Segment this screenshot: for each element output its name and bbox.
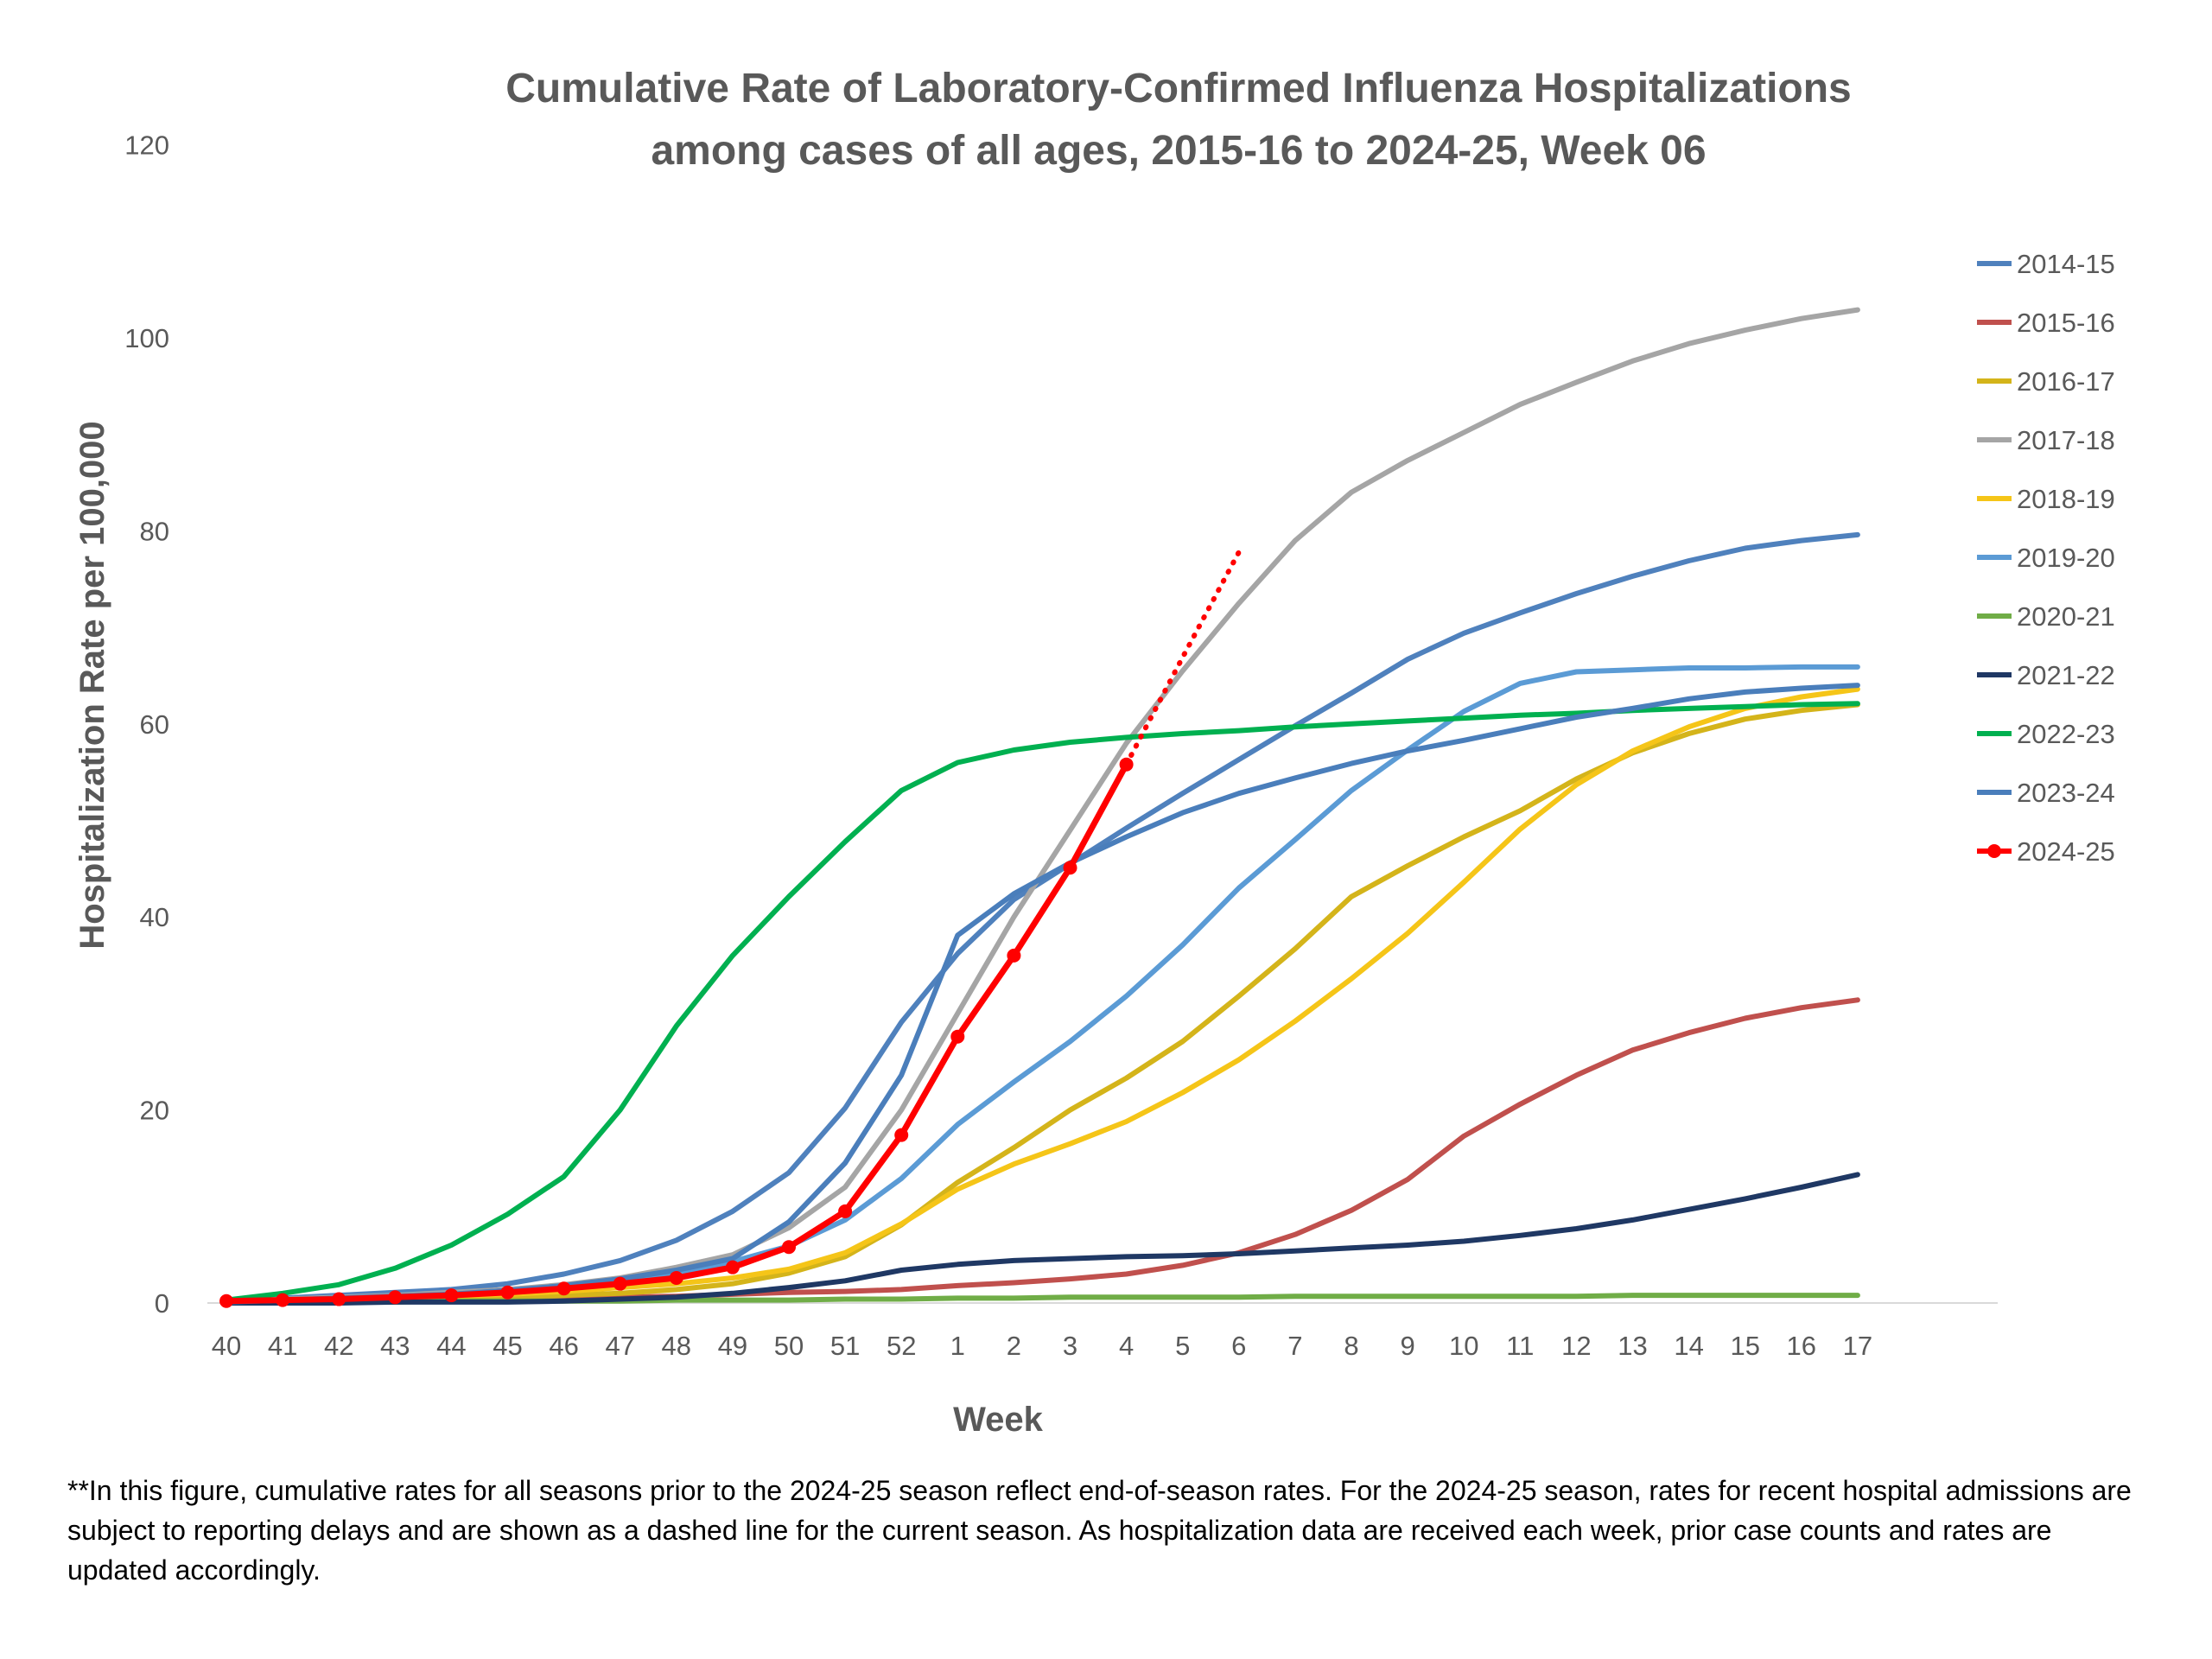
data-point-202425 [276, 1293, 290, 1307]
y-tick-label: 100 [124, 323, 169, 353]
legend-label-201819: 2018-19 [2017, 484, 2115, 514]
x-tick-label: 41 [268, 1331, 297, 1361]
series-line-202425 [223, 761, 1130, 1305]
data-point-202425 [219, 1294, 233, 1308]
x-tick-label: 6 [1231, 1331, 1246, 1361]
x-tick-label: 4 [1119, 1331, 1134, 1361]
x-axis-title: Week [953, 1401, 1044, 1439]
y-tick-label: 40 [140, 902, 169, 932]
data-point-202425 [1119, 757, 1134, 772]
legend-label-202425: 2024-25 [2017, 836, 2115, 867]
chart-title: Cumulative Rate of Laboratory-Confirmed … [505, 66, 1852, 174]
x-tick-label: 40 [212, 1331, 241, 1361]
x-tick-label: 43 [380, 1331, 410, 1361]
series-lines [219, 307, 1860, 1308]
data-point-202425 [950, 1029, 965, 1044]
legend-label-201516: 2015-16 [2017, 308, 2115, 338]
x-tick-label: 49 [718, 1331, 747, 1361]
legend-label-202223: 2022-23 [2017, 719, 2115, 749]
data-point-202425 [669, 1270, 683, 1285]
data-point-202425 [388, 1290, 403, 1305]
x-tick-label: 52 [887, 1331, 916, 1361]
x-tick-label: 9 [1400, 1331, 1414, 1361]
data-point-202425 [556, 1281, 571, 1296]
x-tick-label: 15 [1730, 1331, 1759, 1361]
legend-label-202122: 2021-22 [2017, 660, 2115, 690]
legend: 2014-15 2015-16 2016-17 2017-18 2018-19 2019-… [1977, 249, 2115, 867]
legend-label-201415: 2014-15 [2017, 249, 2115, 279]
x-tick-label: 1 [950, 1331, 965, 1361]
x-tick-label: 2 [1007, 1331, 1021, 1361]
x-tick-label: 42 [324, 1331, 353, 1361]
legend-label-202324: 2023-24 [2017, 778, 2115, 808]
data-point-202425 [838, 1204, 853, 1218]
legend-label-201920: 2019-20 [2017, 543, 2115, 573]
y-tick-label: 120 [124, 130, 169, 161]
legend-marker-202425 [1987, 844, 2001, 858]
x-tick-label: 8 [1344, 1331, 1358, 1361]
legend-label-201718: 2017-18 [2017, 425, 2115, 455]
x-tick-label: 17 [1843, 1331, 1872, 1361]
data-point-202425 [1007, 948, 1021, 963]
data-point-202425 [782, 1240, 796, 1255]
series-line-202122 [224, 1172, 1860, 1306]
x-tick-label: 45 [493, 1331, 522, 1361]
legend-label-201617: 2016-17 [2017, 366, 2115, 397]
x-tick-label: 5 [1175, 1331, 1190, 1361]
y-tick-label: 80 [140, 516, 169, 546]
x-axis: 40 41 42 43 44 45 46 47 48 49 50 51 52 1 2 3 4 5 6 7 8 9 10 11 1… [207, 1302, 1998, 1439]
x-tick-label: 13 [1618, 1331, 1647, 1361]
y-tick-label: 0 [155, 1288, 169, 1319]
x-tick-label: 51 [830, 1331, 860, 1361]
x-tick-label: 14 [1674, 1331, 1703, 1361]
x-tick-label: 46 [549, 1331, 578, 1361]
series-line-202223 [224, 701, 1860, 1303]
x-tick-label: 7 [1287, 1331, 1302, 1361]
chart-title-line: among cases of all ages, 2015-16 to 2024… [651, 128, 1706, 174]
x-tick-label: 11 [1506, 1331, 1534, 1361]
series-line-201819 [224, 686, 1860, 1305]
x-tick-label: 47 [605, 1331, 634, 1361]
data-point-202425 [1063, 861, 1077, 875]
data-point-202425 [725, 1260, 740, 1274]
y-tick-label: 20 [140, 1096, 169, 1126]
series-line-202324 [224, 683, 1860, 1305]
footnote: **In this figure, cumulative rates for a… [67, 1475, 2132, 1586]
x-tick-label: 44 [436, 1331, 466, 1361]
x-tick-label: 10 [1449, 1331, 1478, 1361]
y-tick-label: 60 [140, 709, 169, 740]
data-point-202425 [613, 1276, 627, 1291]
x-tick-label: 48 [662, 1331, 691, 1361]
x-tick-label: 50 [774, 1331, 804, 1361]
series-line-201415 [224, 531, 1860, 1303]
x-tick-label: 3 [1063, 1331, 1077, 1361]
chart-title-line: Cumulative Rate of Laboratory-Confirmed … [505, 66, 1852, 111]
data-point-202425 [444, 1288, 459, 1303]
data-point-202425 [894, 1128, 909, 1142]
legend-label-202021: 2020-21 [2017, 601, 2115, 632]
data-point-202425 [500, 1285, 515, 1300]
y-axis: 0 20 40 60 80 100 120 Hospitalization Rate per … [73, 130, 169, 1319]
y-axis-title: Hospitalization Rate per 100,000 [73, 421, 111, 949]
data-point-202425 [332, 1292, 346, 1306]
series-line-201617 [224, 702, 1860, 1306]
x-tick-label: 12 [1561, 1331, 1591, 1361]
series-projected-line-202425 [1123, 550, 1242, 767]
x-tick-label: 16 [1787, 1331, 1816, 1361]
